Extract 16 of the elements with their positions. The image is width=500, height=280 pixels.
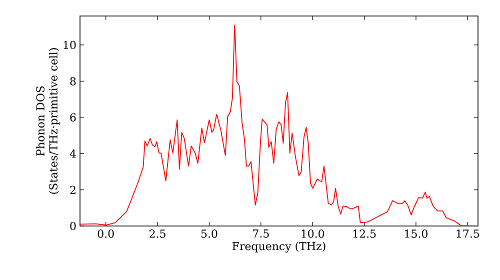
y-tick-label: 4	[70, 150, 76, 158]
x-tick-label: 7.5	[253, 230, 269, 238]
y-tick-label: 0	[70, 222, 76, 230]
y-axis-title: Phonon DOS (States/THz·primitive cell)	[36, 48, 60, 194]
x-axis-title: Frequency (THz)	[232, 242, 326, 253]
x-tick-label: 5.0	[201, 230, 218, 238]
x-tick-label: 12.5	[353, 230, 376, 238]
x-tick-label: 10.0	[302, 230, 324, 238]
x-tick-label: 0.0	[98, 230, 114, 238]
y-tick-label: 2	[70, 186, 76, 194]
y-tick-label: 10	[64, 40, 76, 50]
x-tick-label: 2.5	[150, 230, 166, 238]
y-tick-label: 6	[70, 113, 76, 122]
x-tick-label: 17.5	[456, 230, 480, 238]
y-tick-label: 8	[70, 77, 76, 86]
x-tick-label: 15.0	[405, 230, 428, 238]
